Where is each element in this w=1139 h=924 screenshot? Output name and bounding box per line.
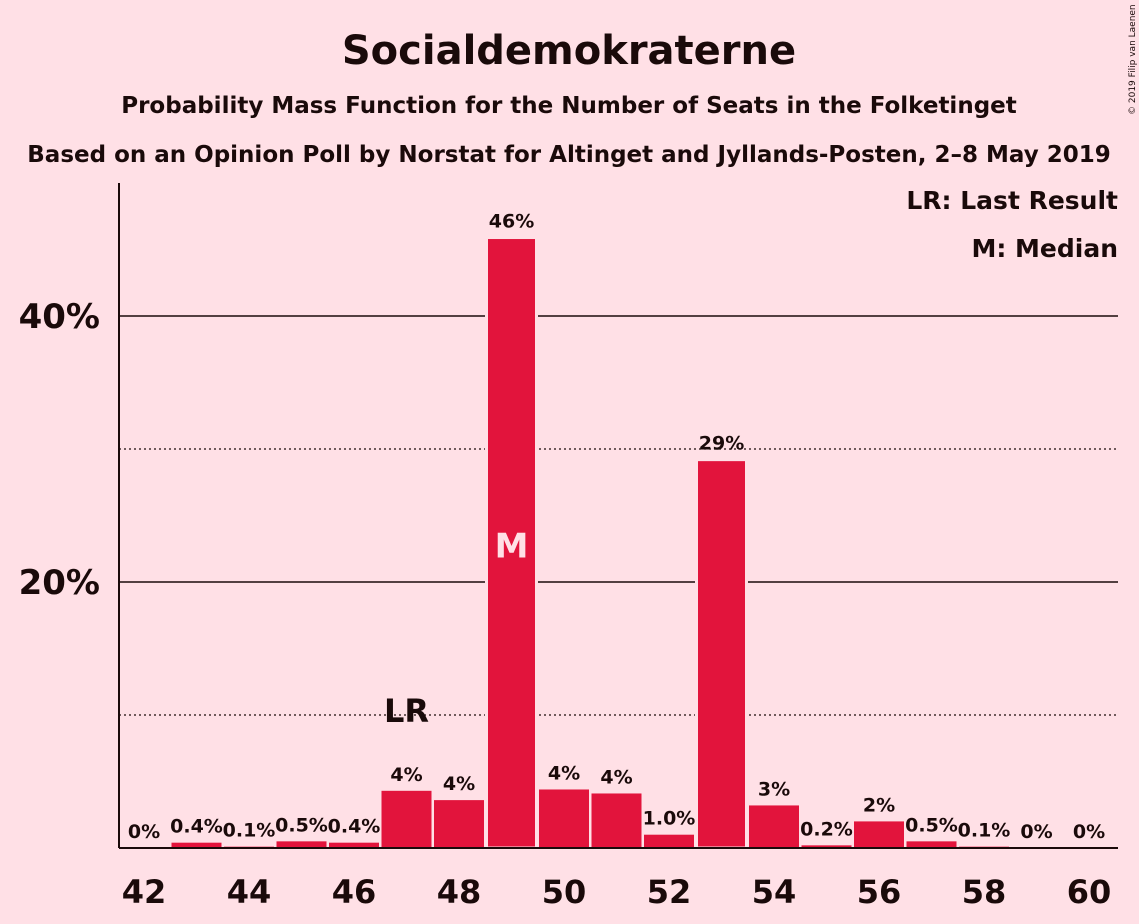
x-tick-label: 50 bbox=[542, 873, 587, 911]
bar bbox=[485, 236, 538, 850]
x-tick-label: 42 bbox=[122, 873, 167, 911]
data-label: 0.4% bbox=[170, 816, 223, 838]
bar bbox=[644, 834, 694, 848]
legend-median: M: Median bbox=[971, 234, 1118, 263]
data-label: 0% bbox=[1020, 821, 1052, 843]
data-label: 0.1% bbox=[223, 820, 276, 842]
bar bbox=[329, 842, 379, 848]
data-label: 4% bbox=[390, 764, 422, 786]
bar bbox=[801, 845, 852, 848]
bar bbox=[171, 842, 222, 848]
y-tick-label: 40% bbox=[19, 297, 100, 337]
x-tick-label: 46 bbox=[332, 873, 377, 911]
bar bbox=[539, 789, 589, 848]
chart-subtitle-poll: Based on an Opinion Poll by Norstat for … bbox=[27, 142, 1110, 168]
x-tick-label: 52 bbox=[647, 873, 692, 911]
data-label: 4% bbox=[443, 773, 475, 795]
y-tick-label: 20% bbox=[19, 563, 100, 603]
data-label: 1.0% bbox=[643, 808, 696, 830]
data-label: 2% bbox=[863, 794, 895, 816]
x-tick-label: 58 bbox=[962, 873, 1007, 911]
data-label: 4% bbox=[548, 762, 580, 784]
bar bbox=[381, 790, 432, 848]
bar bbox=[276, 841, 327, 848]
bar bbox=[749, 805, 799, 848]
x-tick-label: 60 bbox=[1067, 873, 1112, 911]
x-tick-label: 56 bbox=[857, 873, 902, 911]
legend-last-result: LR: Last Result bbox=[906, 186, 1118, 215]
chart-subtitle: Probability Mass Function for the Number… bbox=[121, 93, 1017, 119]
axes: 20% 40% 42 44 46 48 50 52 54 56 58 60 bbox=[19, 183, 1118, 911]
data-label: 0.1% bbox=[958, 820, 1011, 842]
median-marker: M bbox=[495, 527, 529, 567]
x-tick-label: 48 bbox=[437, 873, 482, 911]
data-label: 3% bbox=[758, 778, 790, 800]
bar bbox=[591, 793, 642, 848]
last-result-marker: LR bbox=[384, 692, 429, 730]
data-label: 0% bbox=[1073, 821, 1105, 843]
x-tick-label: 54 bbox=[752, 873, 797, 911]
data-label: 0.2% bbox=[800, 818, 853, 840]
x-tick-label: 44 bbox=[227, 873, 272, 911]
bar bbox=[854, 821, 904, 848]
data-label: 4% bbox=[600, 766, 632, 788]
gridlines bbox=[119, 315, 1118, 716]
bar bbox=[906, 841, 957, 848]
data-label: 0.4% bbox=[328, 816, 381, 838]
data-label: 29% bbox=[699, 433, 744, 455]
data-label: 0.5% bbox=[905, 814, 958, 836]
copyright-text: © 2019 Filip van Laenen bbox=[1128, 4, 1138, 115]
bars bbox=[171, 236, 1009, 850]
data-label: 0.5% bbox=[275, 814, 328, 836]
data-label: 0% bbox=[128, 821, 160, 843]
bar bbox=[695, 458, 748, 850]
data-label: 46% bbox=[489, 211, 534, 233]
bar bbox=[434, 800, 484, 848]
data-labels: 0% 0.4% 0.1% 0.5% 0.4%4% 4%46%4% 4%1.0%29%3%0.… bbox=[128, 211, 1105, 843]
chart-title: Socialdemokraterne bbox=[342, 28, 796, 74]
